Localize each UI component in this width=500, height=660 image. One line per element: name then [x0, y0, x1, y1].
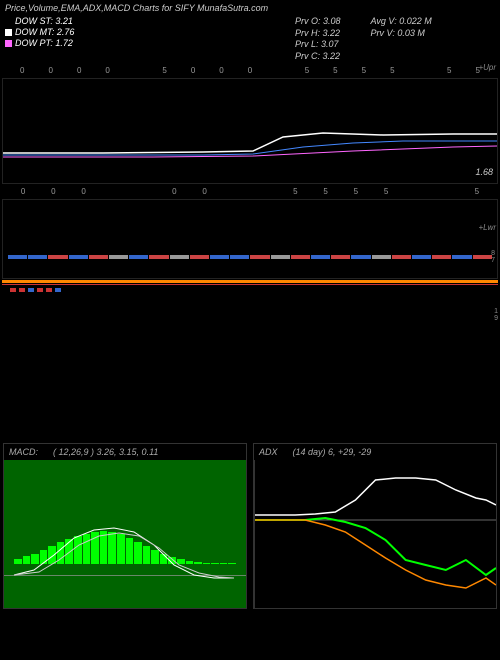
upper-label: +Upr: [478, 63, 496, 72]
stat-avg-vol: Avg V: 0.022 M: [371, 16, 432, 28]
stat-open: Prv O: 3.08: [295, 16, 341, 28]
date-axis-mid: 0000055555: [0, 184, 500, 199]
ohlc-stats: Prv O: 3.08 Prv H: 3.22 Prv L: 3.07 Prv …: [295, 16, 341, 63]
spacer: [0, 295, 500, 443]
price-chart: 1.68: [2, 78, 498, 184]
stat-close: Prv C: 3.22: [295, 51, 341, 63]
adx-title: ADX: [259, 447, 278, 457]
stats-column: Prv O: 3.08 Prv H: 3.22 Prv L: 3.07 Prv …: [295, 16, 432, 63]
macd-panel: MACD: ( 12,26,9 ) 3.26, 3.15, 0.11: [3, 443, 247, 609]
date-axis-top: 00005000555555: [0, 63, 500, 78]
adx-panel: ADX (14 day) 6, +29, -29: [253, 443, 497, 609]
page-title: Price,Volume,EMA,ADX,MACD Charts for SIF…: [0, 0, 500, 16]
macd-title: MACD:: [9, 447, 38, 457]
adx-svg: [255, 460, 496, 608]
macd-params: ( 12,26,9 ) 3.26, 3.15, 0.11: [53, 447, 158, 457]
legend-pt-swatch: [5, 40, 12, 47]
legend-st: DOW ST: 3.21: [5, 16, 295, 26]
indicator-row: MACD: ( 12,26,9 ) 3.26, 3.15, 0.11 ADX (…: [0, 443, 500, 609]
legend-column: DOW ST: 3.21 DOW MT: 2.76 DOW PT: 1.72: [5, 16, 295, 63]
info-row: DOW ST: 3.21 DOW MT: 2.76 DOW PT: 1.72 P…: [0, 16, 500, 63]
volume-stats: Avg V: 0.022 M Prv V: 0.03 M: [371, 16, 432, 63]
price-svg: [3, 115, 497, 165]
legend-mt: DOW MT: 2.76: [5, 27, 295, 37]
legend-mt-swatch: [5, 29, 12, 36]
red-stripe: [2, 284, 498, 285]
legend-mt-label: DOW MT: 2.76: [15, 27, 74, 37]
rainbow-bars: [8, 255, 492, 265]
adx-header: ADX (14 day) 6, +29, -29: [254, 444, 496, 460]
legend-st-label: DOW ST: 3.21: [15, 16, 73, 26]
stat-high: Prv H: 3.22: [295, 28, 341, 40]
scale-nums: 8 7: [491, 250, 495, 264]
adx-chart: [254, 460, 496, 608]
price-value-label: 1.68: [475, 167, 493, 177]
macd-curves: [4, 460, 246, 608]
stat-prv-vol: Prv V: 0.03 M: [371, 28, 432, 40]
legend-pt: DOW PT: 1.72: [5, 38, 295, 48]
macd-header: MACD: ( 12,26,9 ) 3.26, 3.15, 0.11: [4, 444, 246, 460]
adx-params: (14 day) 6, +29, -29: [293, 447, 372, 457]
legend-pt-label: DOW PT: 1.72: [15, 38, 73, 48]
price-lines: [3, 135, 497, 165]
volume-chart: 8 7: [2, 199, 498, 279]
legend-st-swatch: [5, 18, 12, 25]
macd-chart: [4, 460, 246, 608]
stat-low: Prv L: 3.07: [295, 39, 341, 51]
orange-stripe: [2, 280, 498, 283]
stripe-nums: 1 9: [494, 308, 498, 322]
squares-row: [2, 288, 498, 292]
